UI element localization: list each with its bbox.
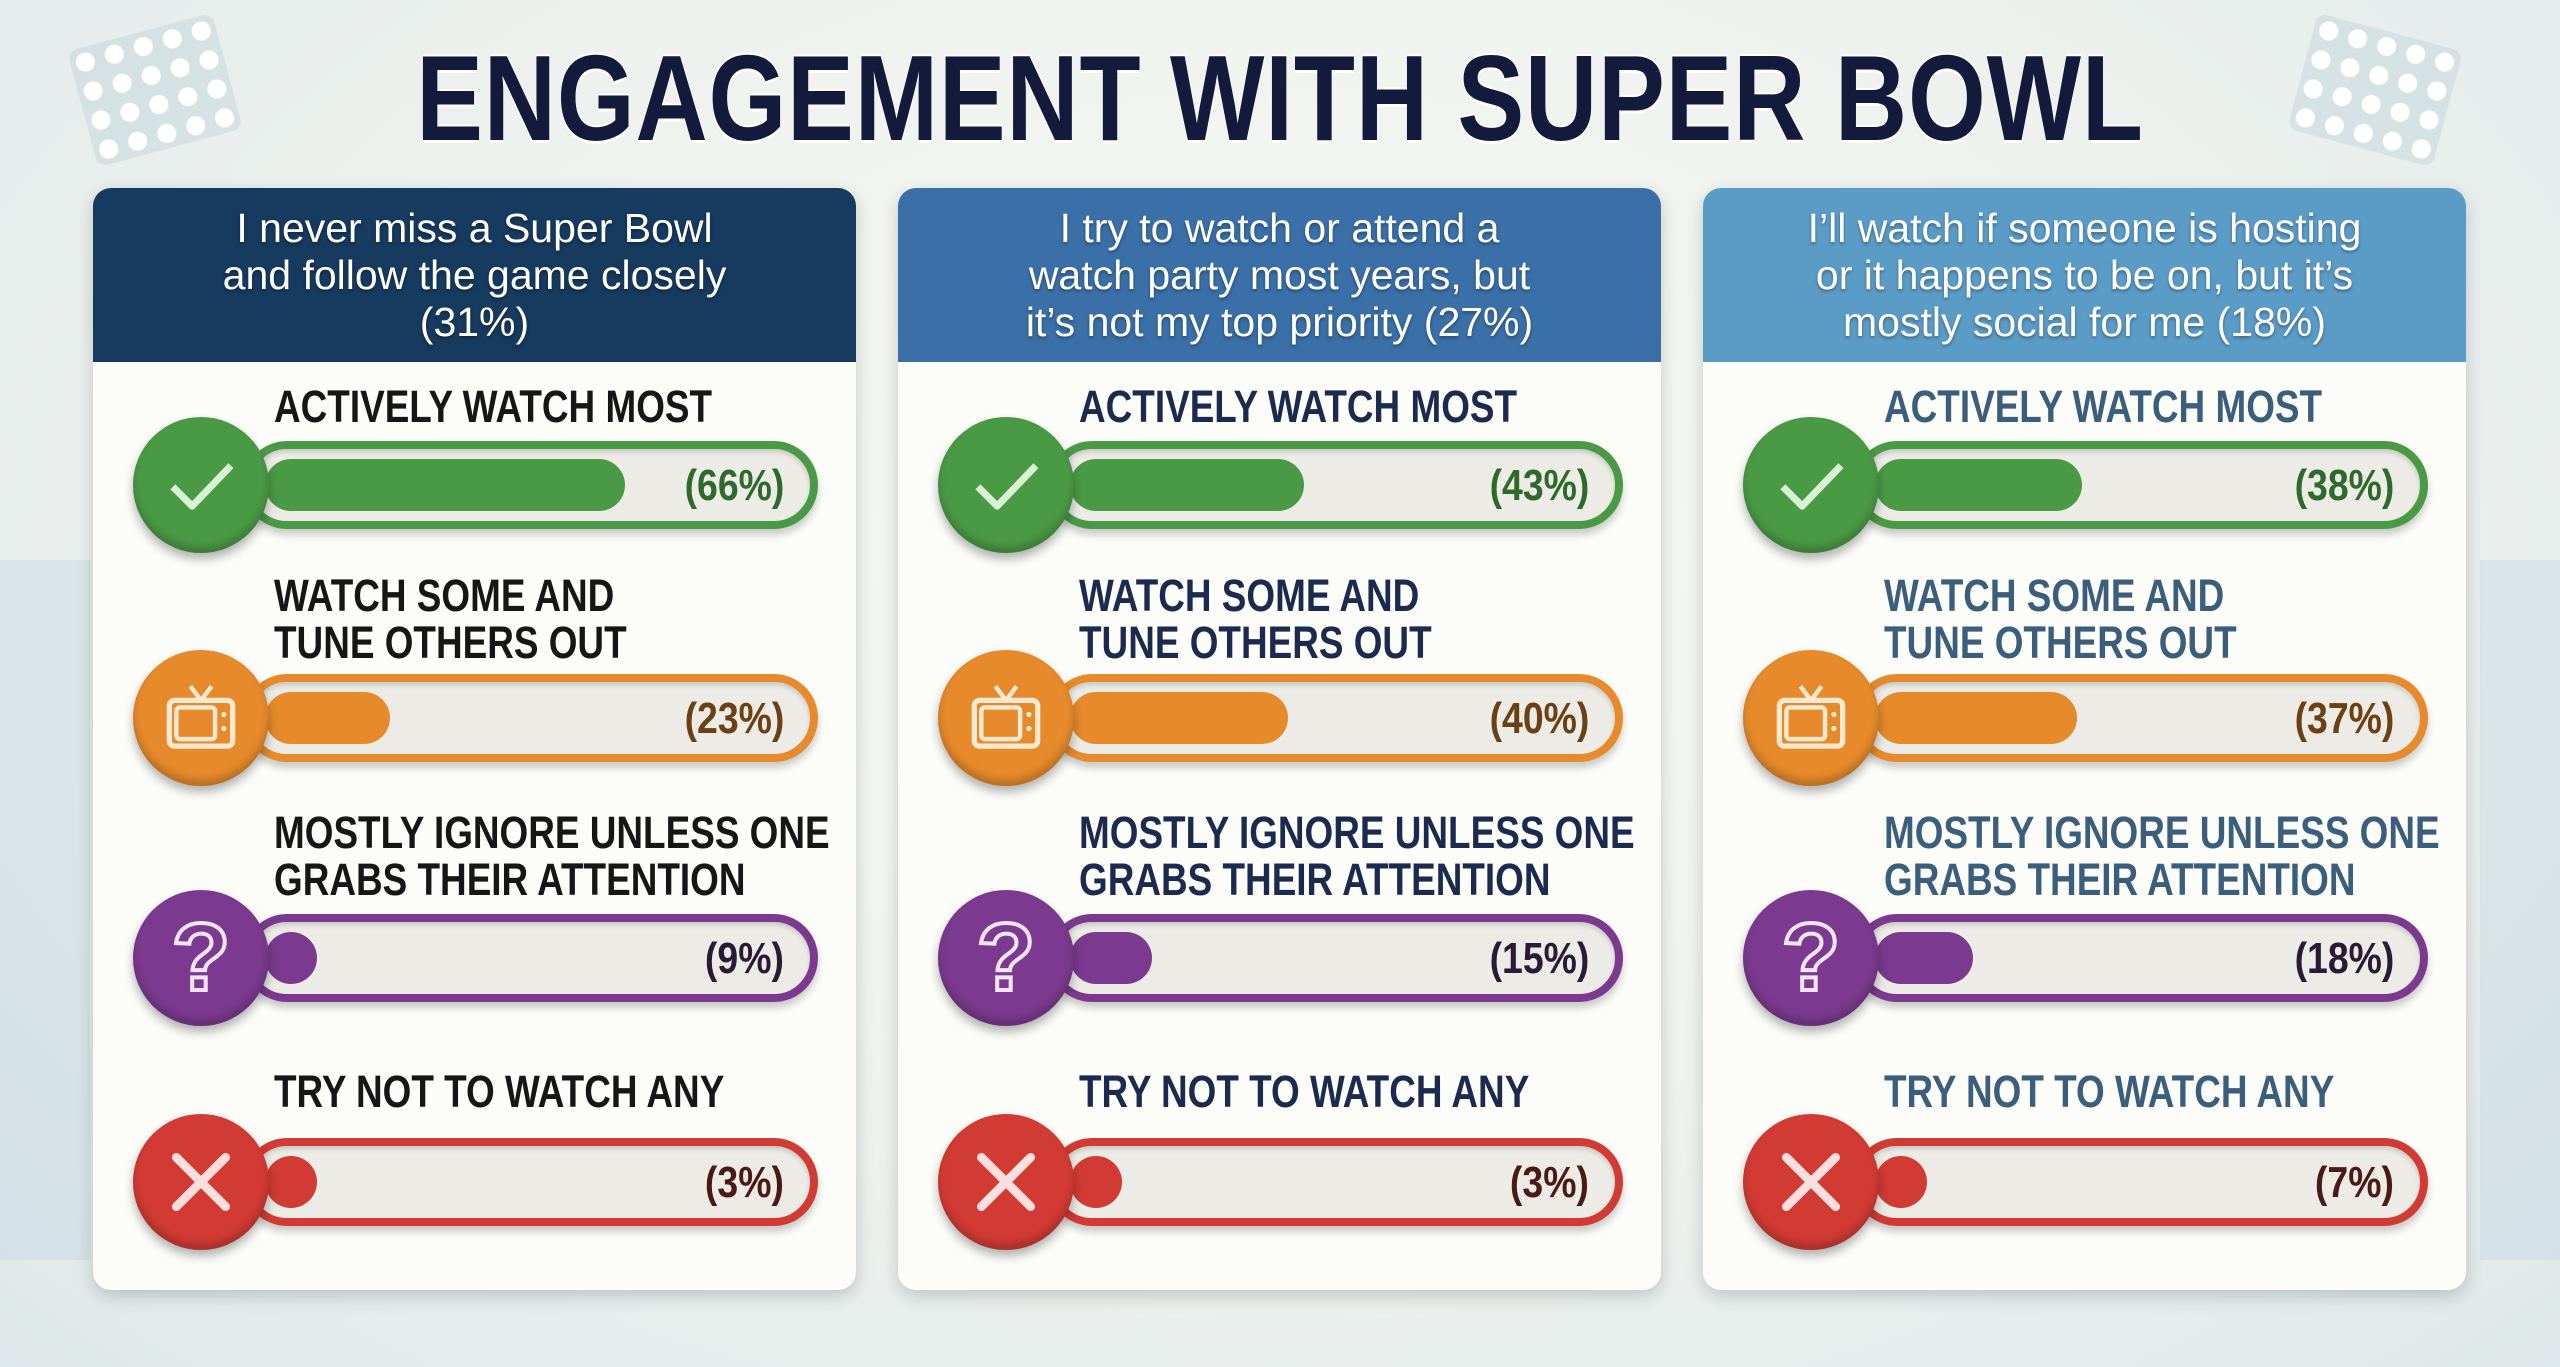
- value-label: (15%): [1489, 934, 1589, 983]
- category-label: MOSTLY IGNORE UNLESS ONE: [274, 807, 830, 858]
- x-icon: [938, 1114, 1074, 1250]
- group-header-line: and follow the game closely: [222, 251, 727, 298]
- stadium-light-icon: [67, 12, 243, 168]
- background-decoration: [2480, 560, 2560, 1260]
- bar-track: (9%): [243, 914, 818, 1002]
- bar-fill: [1070, 1156, 1122, 1208]
- category-label: ACTIVELY WATCH MOST: [274, 381, 713, 432]
- category-label: MOSTLY IGNORE UNLESS ONE: [1079, 807, 1635, 858]
- bar-fill: [1875, 459, 2083, 511]
- category-label: GRABS THEIR ATTENTION: [1884, 854, 2356, 905]
- category-label: TRY NOT TO WATCH ANY: [1884, 1066, 2335, 1117]
- bar-track: (23%): [243, 674, 818, 762]
- bar-fill: [265, 1156, 317, 1208]
- x-icon: [1743, 1114, 1879, 1250]
- bar-fill: [1070, 459, 1305, 511]
- group-panel: I’ll watch if someone is hosting or it ha…: [1703, 188, 2466, 1290]
- value-label: (23%): [684, 694, 784, 743]
- value-label: (43%): [1489, 461, 1589, 510]
- category-label: TRY NOT TO WATCH ANY: [274, 1066, 725, 1117]
- group-header-line: I’ll watch if someone is hosting: [1807, 204, 2362, 251]
- bar-fill: [1875, 932, 1974, 984]
- bar-track: (37%): [1853, 674, 2428, 762]
- value-label: (9%): [705, 934, 784, 983]
- bar-fill: [1070, 932, 1152, 984]
- group-header: I try to watch or attend a watch party mo…: [898, 188, 1661, 362]
- bar-track: (3%): [243, 1138, 818, 1226]
- tv-icon: [133, 650, 269, 786]
- check-icon: [1743, 417, 1879, 553]
- bar-fill: [265, 459, 625, 511]
- category-label: WATCH SOME AND: [1079, 570, 1420, 621]
- value-label: (66%): [684, 461, 784, 510]
- tv-icon: [1743, 650, 1879, 786]
- bar-fill: [265, 932, 317, 984]
- group-header: I’ll watch if someone is hosting or it ha…: [1703, 188, 2466, 362]
- value-label: (37%): [2294, 694, 2394, 743]
- bar-fill: [1070, 692, 1288, 744]
- category-label: TUNE OTHERS OUT: [1079, 617, 1432, 668]
- group-header-line: I try to watch or attend a: [1059, 204, 1500, 251]
- category-label: WATCH SOME AND: [1884, 570, 2225, 621]
- category-label: ACTIVELY WATCH MOST: [1079, 381, 1518, 432]
- category-label: GRABS THEIR ATTENTION: [1079, 854, 1551, 905]
- value-label: (3%): [1510, 1158, 1589, 1207]
- value-label: (7%): [2315, 1158, 2394, 1207]
- category-label: GRABS THEIR ATTENTION: [274, 854, 746, 905]
- x-icon: [133, 1114, 269, 1250]
- value-label: (38%): [2294, 461, 2394, 510]
- group-header-line: (31%): [419, 298, 530, 345]
- question-icon: ?: [133, 890, 269, 1026]
- bar-track: (66%): [243, 441, 818, 529]
- bar-fill: [1875, 1156, 1927, 1208]
- group-header-line: mostly social for me (18%): [1842, 298, 2326, 345]
- value-label: (40%): [1489, 694, 1589, 743]
- category-label: ACTIVELY WATCH MOST: [1884, 381, 2323, 432]
- bar-track: (3%): [1048, 1138, 1623, 1226]
- group-header-line: or it happens to be on, but it’s: [1815, 251, 2354, 298]
- value-label: (18%): [2294, 934, 2394, 983]
- group-panel: I never miss a Super Bowl and follow the …: [93, 188, 856, 1290]
- category-label: TUNE OTHERS OUT: [274, 617, 627, 668]
- bar-track: (15%): [1048, 914, 1623, 1002]
- group-header: I never miss a Super Bowl and follow the …: [93, 188, 856, 362]
- question-icon: ?: [938, 890, 1074, 1026]
- check-icon: [133, 417, 269, 553]
- bar-track: (38%): [1853, 441, 2428, 529]
- category-label: WATCH SOME AND: [274, 570, 615, 621]
- tv-icon: [938, 650, 1074, 786]
- category-label: MOSTLY IGNORE UNLESS ONE: [1884, 807, 2440, 858]
- background-decoration: [0, 560, 90, 1260]
- bar-fill: [265, 692, 391, 744]
- group-header-line: watch party most years, but: [1028, 251, 1531, 298]
- bar-track: (40%): [1048, 674, 1623, 762]
- group-panel: I try to watch or attend a watch party mo…: [898, 188, 1661, 1290]
- category-label: TRY NOT TO WATCH ANY: [1079, 1066, 1530, 1117]
- bar-track: (43%): [1048, 441, 1623, 529]
- category-label: TUNE OTHERS OUT: [1884, 617, 2237, 668]
- bar-track: (18%): [1853, 914, 2428, 1002]
- check-icon: [938, 417, 1074, 553]
- bar-track: (7%): [1853, 1138, 2428, 1226]
- value-label: (3%): [705, 1158, 784, 1207]
- question-icon: ?: [1743, 890, 1879, 1026]
- group-header-line: it’s not my top priority (27%): [1025, 298, 1534, 345]
- bar-fill: [1875, 692, 2077, 744]
- group-header-line: I never miss a Super Bowl: [236, 204, 713, 251]
